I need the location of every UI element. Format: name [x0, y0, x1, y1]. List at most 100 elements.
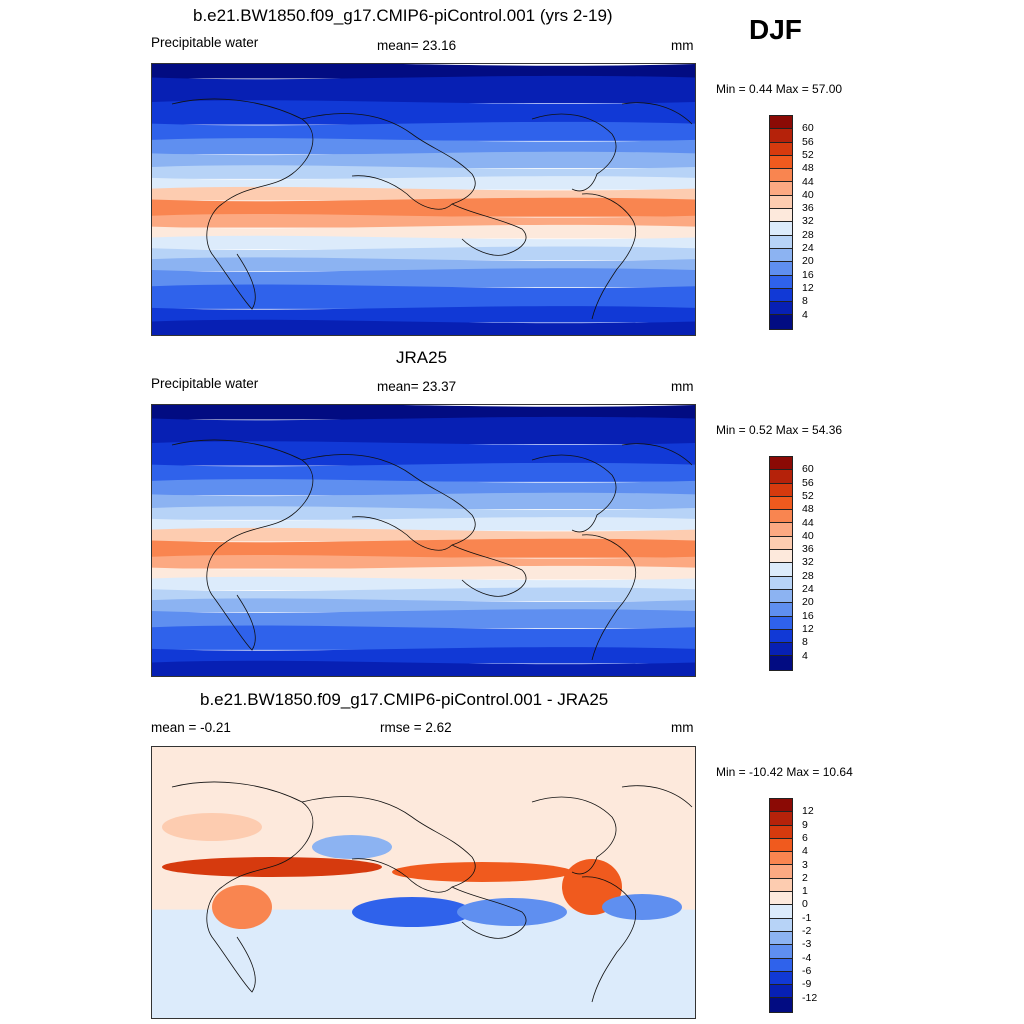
- colorbar-tick-label: 56: [802, 135, 814, 148]
- coastline: [621, 443, 693, 466]
- coastline: [171, 439, 314, 651]
- colorbar-swatch: [770, 470, 792, 484]
- colorbar-swatch: [770, 603, 792, 617]
- colorbar-tick-label: 3: [802, 858, 808, 871]
- colorbar-tick-label: -12: [802, 991, 818, 1004]
- panel-3-units: mm: [671, 720, 694, 735]
- panel-3-title: b.e21.BW1850.f09_g17.CMIP6-piControl.001…: [200, 690, 609, 709]
- colorbar-tick-label: 9: [802, 818, 808, 831]
- contour-band: [152, 517, 695, 531]
- contour-band: [152, 75, 695, 103]
- contour-band: [152, 214, 695, 228]
- colorbar-swatch: [770, 496, 792, 511]
- panel-2-colorbar: [769, 456, 793, 671]
- colorbar-tick-label: 12: [802, 281, 814, 294]
- colorbar-swatch: [770, 838, 792, 853]
- panel-1-units: mm: [671, 38, 694, 53]
- coastline: [171, 781, 314, 993]
- panel-1-variable-label: Precipitable water: [151, 35, 259, 50]
- contour-band: [152, 165, 695, 179]
- coastline: [581, 876, 637, 1003]
- map-field: [152, 747, 695, 1018]
- colorbar-swatch: [770, 483, 792, 497]
- colorbar-tick-label: 12: [802, 805, 814, 818]
- colorbar-tick-label: -3: [802, 938, 812, 951]
- contour-band: [152, 576, 695, 591]
- colorbar-tick-label: 28: [802, 569, 814, 582]
- colorbar-swatch: [770, 209, 792, 223]
- map-field: [152, 64, 695, 335]
- contour-band: [152, 598, 695, 612]
- anomaly-region: [212, 885, 272, 929]
- coastline: [301, 113, 476, 210]
- contour-band: [152, 527, 695, 542]
- colorbar-swatch: [770, 195, 792, 210]
- colorbar-swatch: [770, 892, 792, 906]
- contour-band: [152, 176, 695, 190]
- colorbar-tick-label: 60: [802, 463, 814, 476]
- anomaly-region: [352, 897, 472, 927]
- anomaly-region: [602, 894, 682, 920]
- contour-band: [152, 538, 695, 558]
- contour-band: [152, 186, 695, 201]
- panel-2-title: JRA25: [396, 348, 448, 367]
- colorbar-tick-label: 0: [802, 898, 808, 911]
- colorbar-tick-label: 44: [802, 175, 814, 188]
- panel-1-mean: mean= 23.16: [377, 38, 457, 53]
- colorbar-swatch: [770, 945, 792, 959]
- colorbar-tick-label: 24: [802, 583, 814, 595]
- colorbar-tick-label: -2: [802, 925, 812, 937]
- coastline: [451, 886, 527, 939]
- colorbar-tick-label: 52: [802, 489, 814, 502]
- coastline: [171, 98, 314, 310]
- map-field: [152, 405, 695, 676]
- colorbar-tick-label: 4: [802, 845, 808, 858]
- colorbar-swatch: [770, 142, 792, 156]
- colorbar-swatch: [770, 905, 792, 919]
- colorbar-tick-label: 36: [802, 202, 814, 215]
- panel-3-mean: mean = -0.21: [151, 720, 231, 735]
- colorbar-swatch: [770, 129, 792, 143]
- colorbar-tick-label: 36: [802, 543, 814, 556]
- contour-band: [152, 462, 695, 482]
- contour-band: [152, 405, 695, 420]
- panel-1-colorbar: [769, 115, 793, 330]
- panel-1-title: b.e21.BW1850.f09_g17.CMIP6-piControl.001…: [193, 6, 613, 25]
- contour-band: [152, 100, 695, 125]
- coastline: [621, 102, 693, 125]
- coastline: [531, 454, 617, 533]
- colorbar-swatch: [770, 235, 792, 249]
- colorbar-swatch: [770, 656, 792, 670]
- season-label: DJF: [749, 14, 802, 45]
- colorbar-swatch: [770, 536, 792, 551]
- coastline: [621, 785, 693, 808]
- contour-band: [152, 268, 695, 288]
- contour-band: [152, 306, 695, 323]
- colorbar-tick-label: 40: [802, 529, 814, 542]
- colorbar-swatch: [770, 931, 792, 946]
- panel-3-rmse: rmse = 2.62: [380, 720, 452, 735]
- colorbar-swatch: [770, 643, 792, 657]
- colorbar-tick-label: 40: [802, 188, 814, 201]
- colorbar-swatch: [770, 550, 792, 564]
- coastline: [451, 544, 527, 597]
- colorbar-tick-label: 16: [802, 268, 814, 281]
- contour-band: [152, 224, 695, 239]
- panel-3-colorbar: [769, 798, 793, 1013]
- contour-band: [152, 235, 695, 250]
- coastline: [301, 796, 476, 893]
- anomaly-region: [162, 857, 382, 877]
- colorbar-swatch: [770, 302, 792, 316]
- colorbar-tick-label: 20: [802, 596, 814, 609]
- colorbar-swatch: [770, 576, 792, 590]
- colorbar-swatch: [770, 275, 792, 289]
- contour-band: [152, 506, 695, 520]
- panel-1-minmax: Min = 0.44 Max = 57.00: [716, 82, 843, 96]
- colorbar-swatch: [770, 510, 792, 524]
- colorbar-swatch: [770, 116, 792, 130]
- colorbar-swatch: [770, 998, 792, 1012]
- contour-band: [152, 660, 695, 676]
- coastline: [451, 203, 527, 256]
- colorbar-swatch: [770, 457, 792, 471]
- contour-band: [152, 319, 695, 335]
